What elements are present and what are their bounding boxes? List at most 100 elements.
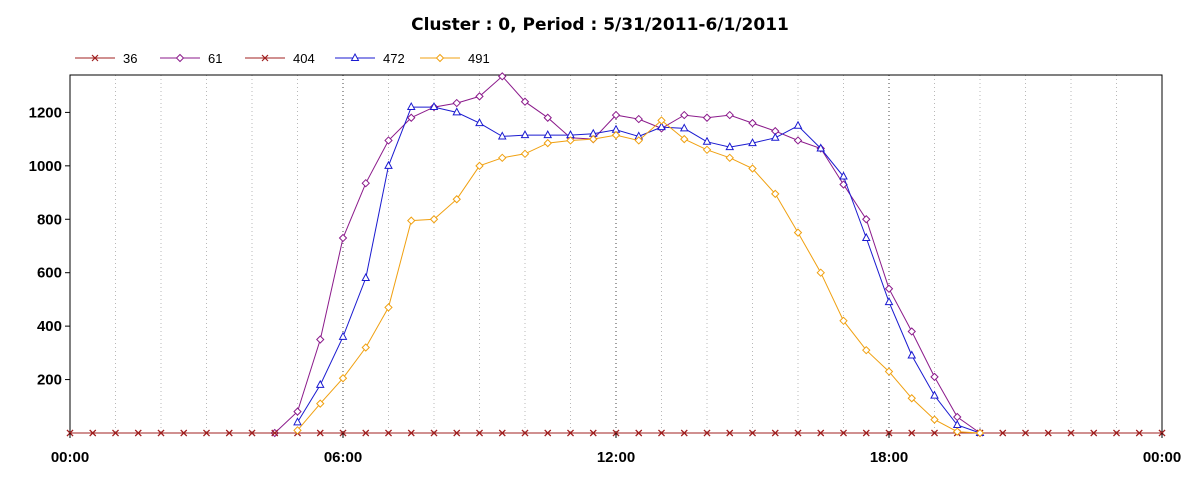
data-point-491 bbox=[316, 399, 325, 408]
data-point-491 bbox=[520, 149, 530, 159]
data-point-472 bbox=[748, 138, 757, 147]
data-point-472 bbox=[702, 136, 712, 145]
data-point-404 bbox=[680, 429, 688, 437]
legend-marker bbox=[91, 54, 99, 62]
data-point-61 bbox=[680, 110, 689, 120]
data-point-404 bbox=[1067, 429, 1075, 437]
data-point-472 bbox=[452, 107, 462, 116]
data-point-61 bbox=[361, 178, 370, 188]
legend-label: 36 bbox=[123, 51, 137, 66]
data-point-491 bbox=[361, 343, 370, 352]
data-point-404 bbox=[862, 429, 870, 437]
data-point-472 bbox=[816, 143, 826, 152]
chart-title: Cluster : 0, Period : 5/31/2011-6/1/2011 bbox=[411, 15, 789, 35]
data-point-491 bbox=[384, 303, 393, 312]
data-point-491 bbox=[407, 216, 416, 225]
legend-item-491: 491 bbox=[420, 51, 490, 66]
data-point-404 bbox=[112, 429, 119, 437]
data-point-472 bbox=[770, 132, 780, 141]
series-layer bbox=[66, 72, 1166, 438]
data-point-61 bbox=[452, 98, 461, 108]
legend-marker bbox=[350, 52, 360, 61]
data-point-472 bbox=[293, 417, 302, 426]
data-point-472 bbox=[861, 232, 871, 241]
data-point-404 bbox=[840, 429, 847, 437]
x-tick-label: 12:00 bbox=[597, 449, 635, 466]
legend-marker bbox=[175, 53, 185, 63]
data-point-404 bbox=[567, 429, 574, 437]
data-point-491 bbox=[293, 426, 302, 435]
data-point-472 bbox=[497, 131, 507, 140]
data-point-404 bbox=[703, 429, 711, 437]
data-point-61 bbox=[884, 284, 894, 293]
data-point-491 bbox=[884, 367, 894, 376]
data-point-491 bbox=[680, 134, 689, 144]
data-point-404 bbox=[635, 429, 643, 437]
data-point-491 bbox=[566, 136, 575, 145]
data-point-61 bbox=[793, 136, 803, 145]
data-point-404 bbox=[498, 429, 506, 437]
legend-item-404: 404 bbox=[245, 51, 315, 66]
data-point-491 bbox=[589, 134, 598, 144]
data-point-472 bbox=[793, 120, 803, 129]
legend-item-61: 61 bbox=[160, 51, 222, 66]
y-tick-label: 1000 bbox=[29, 158, 62, 175]
data-point-491 bbox=[725, 153, 734, 163]
data-point-404 bbox=[453, 429, 461, 437]
data-point-61 bbox=[316, 335, 325, 344]
data-point-491 bbox=[816, 268, 825, 277]
data-point-404 bbox=[134, 429, 142, 437]
data-point-491 bbox=[930, 415, 939, 424]
data-point-404 bbox=[521, 429, 529, 437]
legend-label: 61 bbox=[208, 51, 222, 66]
data-point-491 bbox=[862, 345, 871, 355]
data-point-61 bbox=[498, 72, 507, 81]
data-point-404 bbox=[203, 429, 210, 437]
data-point-472 bbox=[361, 272, 371, 282]
legend: 36 61 404 472 491 bbox=[75, 51, 490, 66]
legend-label: 472 bbox=[383, 51, 405, 66]
data-point-404 bbox=[1113, 429, 1120, 437]
data-point-404 bbox=[817, 429, 825, 437]
data-point-472 bbox=[429, 102, 439, 111]
data-point-404 bbox=[385, 429, 392, 437]
data-point-491 bbox=[771, 189, 780, 199]
data-point-472 bbox=[475, 118, 484, 127]
data-point-491 bbox=[657, 116, 666, 125]
data-point-472 bbox=[930, 390, 939, 399]
data-point-61 bbox=[384, 136, 393, 145]
data-point-61 bbox=[930, 372, 939, 382]
legend-marker bbox=[261, 54, 269, 62]
data-point-61 bbox=[338, 233, 348, 243]
data-point-404 bbox=[362, 429, 370, 437]
legend-item-472: 472 bbox=[335, 51, 405, 66]
data-point-61 bbox=[907, 327, 916, 336]
data-point-404 bbox=[658, 429, 665, 437]
legend-label: 491 bbox=[468, 51, 490, 66]
data-point-491 bbox=[953, 427, 962, 436]
data-point-404 bbox=[999, 429, 1007, 437]
data-point-491 bbox=[839, 316, 848, 325]
data-point-472 bbox=[907, 350, 917, 359]
data-point-61 bbox=[475, 92, 484, 101]
data-point-61 bbox=[293, 407, 302, 416]
data-point-404 bbox=[1022, 429, 1029, 437]
data-point-491 bbox=[611, 130, 621, 140]
data-point-491 bbox=[475, 161, 484, 171]
data-point-404 bbox=[589, 429, 597, 437]
data-point-472 bbox=[384, 160, 393, 169]
data-point-404 bbox=[89, 429, 97, 437]
data-point-404 bbox=[771, 429, 779, 437]
data-point-472 bbox=[679, 123, 689, 132]
data-point-61 bbox=[611, 110, 621, 120]
data-point-61 bbox=[748, 118, 757, 128]
data-point-404 bbox=[476, 429, 483, 437]
data-point-404 bbox=[407, 429, 415, 437]
data-point-404 bbox=[794, 429, 802, 437]
x-tick-label: 00:00 bbox=[51, 449, 89, 466]
data-point-472 bbox=[657, 122, 666, 131]
data-point-491 bbox=[498, 153, 507, 163]
data-point-404 bbox=[726, 429, 734, 437]
data-point-491 bbox=[543, 138, 552, 148]
data-point-491 bbox=[338, 374, 348, 383]
